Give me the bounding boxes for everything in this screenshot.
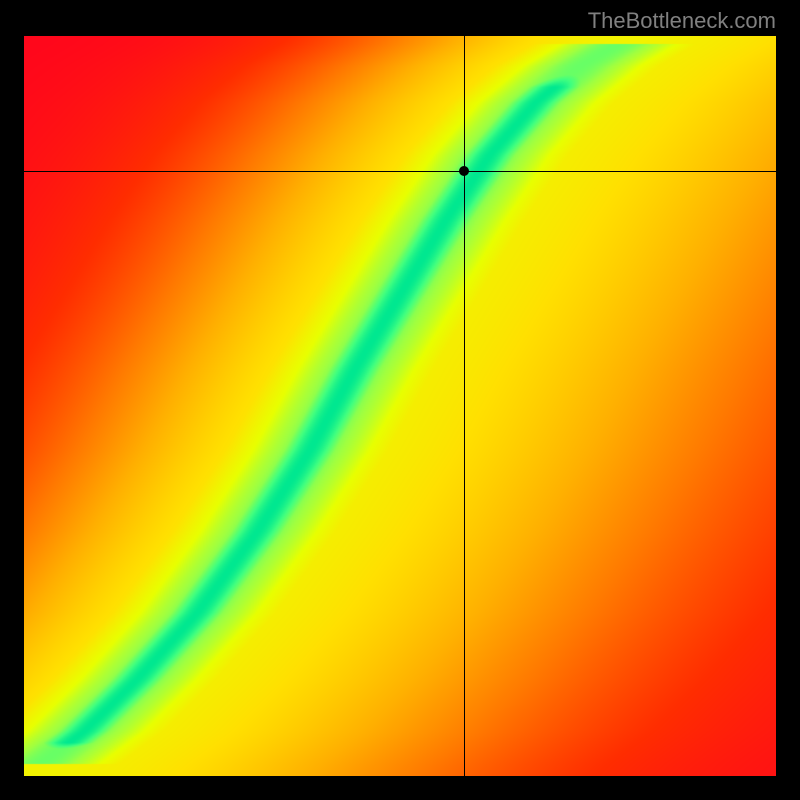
plot-area (24, 36, 776, 776)
crosshair-horizontal (24, 171, 776, 172)
heatmap-canvas (24, 36, 776, 776)
crosshair-vertical (464, 36, 465, 776)
watermark-text: TheBottleneck.com (588, 8, 776, 34)
marker-dot (459, 166, 469, 176)
chart-container: TheBottleneck.com (0, 0, 800, 800)
